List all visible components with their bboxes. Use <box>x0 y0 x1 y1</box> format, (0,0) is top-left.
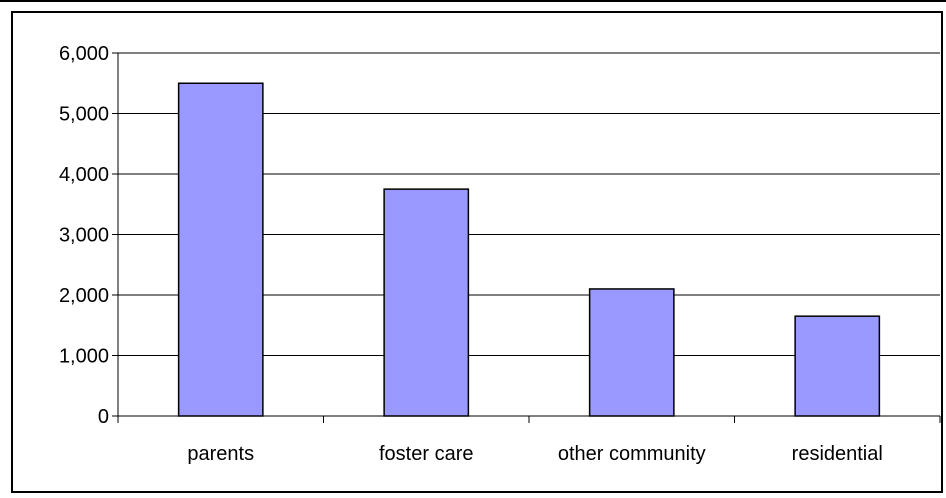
axes <box>112 52 941 423</box>
chart-frame <box>11 11 943 493</box>
y-tick-label: 6,000 <box>59 43 109 65</box>
y-tick-label: 4,000 <box>59 164 109 186</box>
y-tick-label: 2,000 <box>59 285 109 307</box>
bar <box>177 82 264 417</box>
y-tick-label: 1,000 <box>59 346 109 368</box>
y-tick-label: 3,000 <box>59 225 109 247</box>
y-tick-label: 5,000 <box>59 104 109 126</box>
x-tick-label: foster care <box>379 443 473 465</box>
y-tick-label: 0 <box>98 406 109 428</box>
x-tick-label: parents <box>187 443 254 465</box>
bar <box>383 188 470 417</box>
x-tick-label: other community <box>558 443 706 465</box>
bar <box>794 315 881 417</box>
bar <box>588 288 675 417</box>
tick-labels: 0 1,000 2,000 3,000 4,000 5,000 6,000 parents fo… <box>59 43 883 465</box>
x-tick-label: residential <box>792 443 883 465</box>
